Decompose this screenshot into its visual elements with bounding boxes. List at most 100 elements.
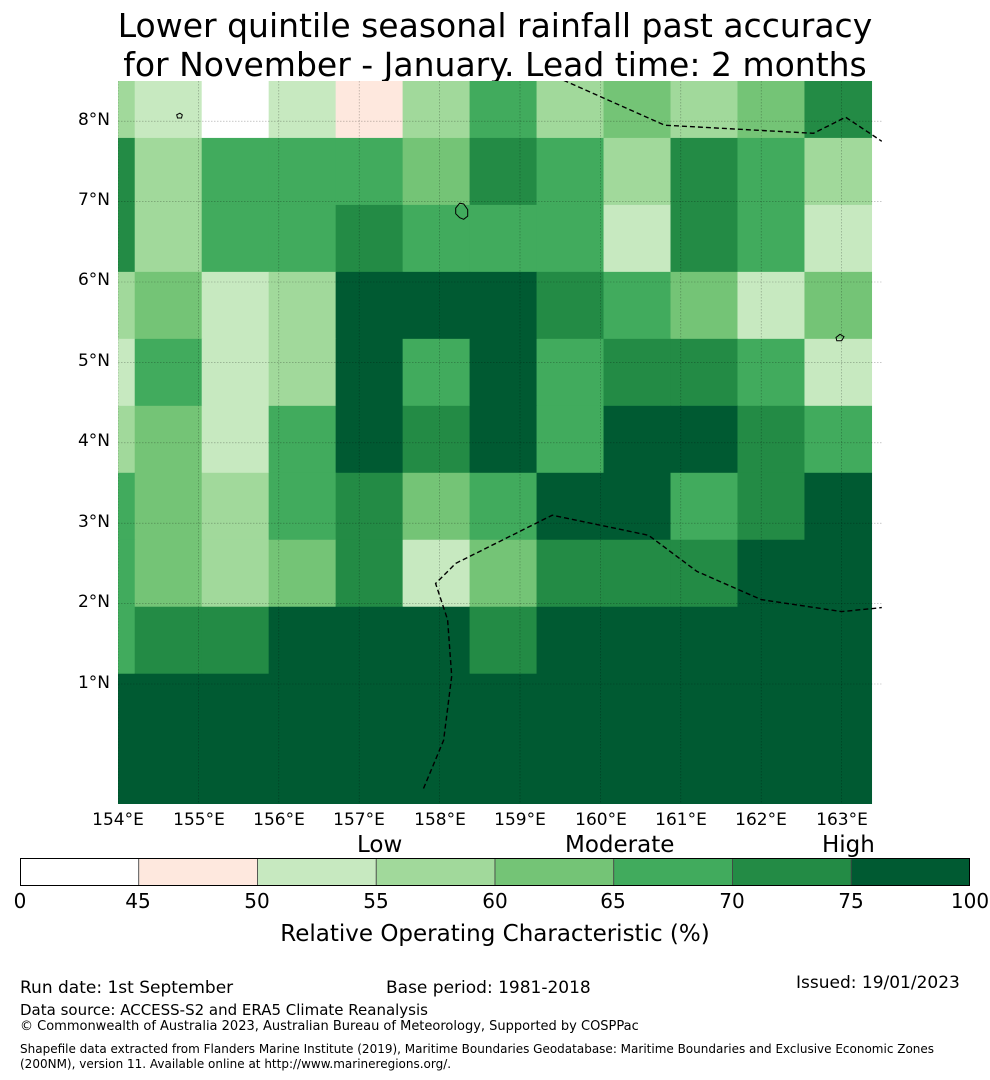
colorbar-tick-60: 60: [482, 889, 508, 913]
grid-cell: [134, 81, 203, 139]
grid-cell: [118, 740, 136, 804]
legend-category-high: High: [822, 832, 875, 858]
grid-cell: [134, 606, 203, 675]
base-period: Base period: 1981-2018: [386, 978, 591, 998]
grid-cell: [804, 472, 873, 541]
grid-cell: [118, 137, 136, 206]
grid-cell: [670, 740, 739, 804]
colorbar-tick-50: 50: [244, 889, 270, 913]
grid-cell: [804, 740, 873, 804]
grid-cell: [134, 405, 203, 474]
grid-cell: [737, 472, 806, 541]
lon-label-161: 161°E: [655, 810, 707, 830]
grid-cell: [201, 405, 270, 474]
grid-cell: [201, 606, 270, 675]
grid-cell: [402, 740, 471, 804]
grid-cell: [402, 271, 471, 340]
grid-cell: [335, 673, 404, 742]
grid-cell: [737, 740, 806, 804]
colorbar-tick-70: 70: [719, 889, 745, 913]
grid-cell: [737, 81, 806, 139]
grid-cell: [469, 405, 538, 474]
grid-cell: [201, 673, 270, 742]
colorbar-segment: [375, 858, 496, 886]
grid-cell: [402, 606, 471, 675]
grid-cell: [134, 740, 203, 804]
colorbar-segment: [257, 858, 377, 886]
issued-date: Issued: 19/01/2023: [796, 973, 960, 993]
grid-cell: [737, 137, 806, 206]
lat-label-4: 4°N: [77, 431, 110, 451]
colorbar-tick-65: 65: [600, 889, 626, 913]
map-panel: [118, 81, 882, 804]
lat-label-1: 1°N: [77, 673, 110, 693]
grid-cell: [134, 338, 203, 407]
grid-cell: [268, 539, 337, 608]
grid-cell: [804, 338, 873, 407]
shapefile-credit-line-1: Shapefile data extracted from Flanders M…: [20, 1042, 935, 1056]
grid-cell: [268, 338, 337, 407]
grid-cell: [335, 271, 404, 340]
grid-cell: [118, 81, 136, 139]
grid-cell: [469, 740, 538, 804]
shapefile-credit-line-2: (200NM), version 11. Available online at…: [20, 1057, 452, 1071]
lon-label-158: 158°E: [414, 810, 466, 830]
grid-cell: [469, 606, 538, 675]
grid-cell: [268, 472, 337, 541]
grid-cell: [804, 606, 873, 675]
legend-category-moderate: Moderate: [565, 832, 675, 858]
grid-cell: [737, 405, 806, 474]
grid-cell: [201, 338, 270, 407]
chart-title-line-2: for November - January. Lead time: 2 mon…: [123, 45, 867, 84]
colorbar-tick-100: 100: [950, 889, 990, 913]
colorbar: [20, 858, 970, 886]
lat-label-3: 3°N: [77, 512, 110, 532]
grid-cell: [603, 740, 672, 804]
lon-label-156: 156°E: [253, 810, 305, 830]
grid-cell: [603, 539, 672, 608]
grid-cell: [469, 539, 538, 608]
colorbar-tick-55: 55: [363, 889, 389, 913]
grid-cell: [134, 204, 203, 273]
grid-cell: [268, 137, 337, 206]
grid-cell: [603, 137, 672, 206]
grid-cell: [670, 606, 739, 675]
colorbar-segment: [613, 858, 733, 886]
island-outline: [176, 112, 183, 119]
legend-category-low: Low: [357, 832, 403, 858]
island-outline: [835, 333, 845, 342]
grid-cell: [268, 405, 337, 474]
grid-cell: [402, 338, 471, 407]
island-outline: [455, 202, 469, 220]
grid-cell: [402, 137, 471, 206]
grid-cell: [268, 740, 337, 804]
grid-cell: [804, 204, 873, 273]
grid-cell: [402, 673, 471, 742]
lon-label-155: 155°E: [173, 810, 225, 830]
colorbar-segment: [138, 858, 258, 886]
grid-cell: [536, 405, 605, 474]
grid-cell: [469, 338, 538, 407]
grid-cell: [603, 673, 672, 742]
grid-cell: [670, 539, 739, 608]
grid-cell: [536, 137, 605, 206]
grid-cell: [118, 271, 136, 340]
grid-cell: [268, 673, 337, 742]
grid-cell: [603, 271, 672, 340]
colorbar-segment: [732, 858, 852, 886]
eez-boundary-line: [563, 81, 882, 142]
grid-cell: [737, 204, 806, 273]
grid-cell: [118, 539, 136, 608]
colorbar-frame: [20, 858, 970, 886]
grid-cell: [402, 472, 471, 541]
grid-cell: [118, 673, 136, 742]
grid-cell: [201, 740, 270, 804]
grid-cell: [804, 673, 873, 742]
grid-cell: [335, 204, 404, 273]
grid-cell: [201, 81, 270, 139]
grid-cell: [603, 204, 672, 273]
grid-cell: [536, 204, 605, 273]
grid-cell: [603, 405, 672, 474]
grid-cell: [469, 472, 538, 541]
grid-cell: [737, 673, 806, 742]
